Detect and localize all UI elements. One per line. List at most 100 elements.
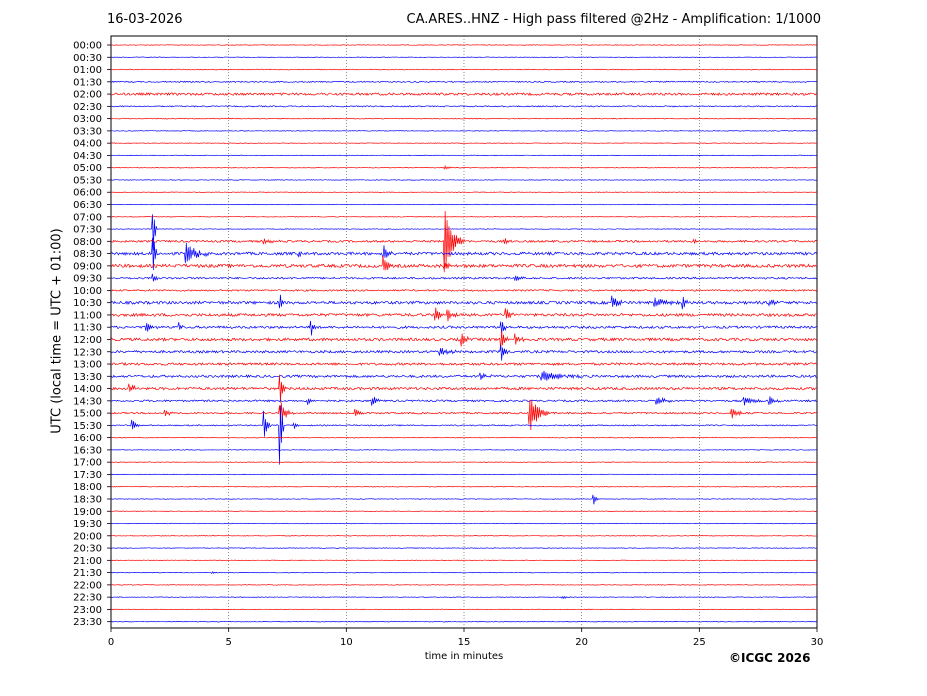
trace-1130 [110,320,818,336]
trace-0200 [110,92,818,96]
trace-1330 [110,370,818,381]
y-tick-label-2100: 21:00 [73,556,102,567]
y-tick-label-1100: 11:00 [73,310,102,321]
y-tick-label-1200: 12:00 [73,335,102,346]
y-axis-label: UTC (local time = UTC + 01:00) [49,228,65,434]
y-tick-label-0930: 09:30 [73,274,102,285]
y-tick-label-2030: 20:30 [73,544,102,555]
trace-0530 [110,179,818,181]
trace-1700 [110,461,818,463]
minute-gridlines [228,36,700,628]
trace-1630 [110,449,818,451]
y-tick-label-0000: 00:00 [73,41,102,52]
y-tick-label-0030: 00:30 [73,53,102,64]
y-tick-label-0800: 08:00 [73,237,102,248]
trace-2300 [110,608,818,611]
plot-frame [110,35,818,629]
trace-0330 [110,130,818,132]
x-tick-label-10: 10 [340,637,353,648]
trace-0400 [110,142,818,144]
y-tick-label-0230: 02:30 [73,102,102,113]
x-tick-label-0: 0 [108,637,114,648]
y-tick-label-0630: 06:30 [73,200,102,211]
trace-0230 [110,105,818,108]
trace-1600 [110,436,818,439]
y-tick-label-1230: 12:30 [73,347,102,358]
y-tick-label-1830: 18:30 [73,494,102,505]
trace-1900 [110,510,818,512]
y-tick-label-0700: 07:00 [73,212,102,223]
plot-date: 16-03-2026 [107,12,183,27]
trace-2100 [110,559,818,562]
trace-2030 [110,547,818,549]
y-tick-label-0100: 01:00 [73,65,102,76]
x-tick-label-30: 30 [811,637,824,648]
y-tick-label-1800: 18:00 [73,482,102,493]
y-tick-label-1330: 13:30 [73,372,102,383]
y-tick-label-1000: 10:00 [73,286,102,297]
y-tick-label-1130: 11:30 [73,323,102,334]
trace-1030 [110,294,818,310]
trace-1530 [110,405,818,465]
y-tick-label-1500: 15:00 [73,409,102,420]
y-tick-label-0330: 03:30 [73,126,102,137]
y-tick-label-1030: 10:30 [73,298,102,309]
trace-0430 [110,154,818,157]
trace-0830 [110,237,818,271]
trace-0500 [110,165,818,170]
y-tick-label-0200: 02:00 [73,90,102,101]
trace-1200 [110,330,818,351]
x-axis-ticks: 0 5 10 15 20 25 30 [108,628,824,648]
trace-0300 [110,117,818,120]
x-tick-label-5: 5 [225,637,231,648]
trace-2230 [110,595,818,600]
trace-0930 [110,273,818,282]
trace-0100 [110,68,818,71]
trace-rows [110,44,818,623]
trace-0730 [110,214,818,251]
trace-1000 [110,289,818,292]
y-tick-label-1900: 19:00 [73,507,102,518]
y-tick-label-2230: 22:30 [73,593,102,604]
y-tick-label-0430: 04:30 [73,151,102,162]
x-axis-label: time in minutes [424,651,504,662]
copyright: ©ICGC 2026 [729,651,811,665]
trace-0030 [110,56,818,58]
y-tick-label-1730: 17:30 [73,470,102,481]
trace-0800 [110,211,818,273]
trace-0700 [110,216,818,218]
y-tick-label-1530: 15:30 [73,421,102,432]
trace-1830 [110,494,818,505]
trace-1500 [110,399,818,431]
trace-2000 [110,535,818,537]
trace-0130 [110,80,818,83]
y-tick-label-0500: 05:00 [73,163,102,174]
trace-1800 [110,486,818,488]
plot-title: CA.ARES..HNZ - High pass filtered @2Hz -… [406,12,821,27]
trace-1100 [110,307,818,322]
trace-2200 [110,584,818,586]
trace-1300 [110,361,818,367]
y-tick-label-0600: 06:00 [73,188,102,199]
trace-1400 [110,374,818,403]
y-tick-label-2300: 23:00 [73,605,102,616]
trace-1930 [110,522,818,525]
y-tick-label-1430: 14:30 [73,396,102,407]
y-tick-label-2130: 21:30 [73,568,102,579]
x-tick-label-15: 15 [458,637,471,648]
trace-0000 [110,44,818,46]
y-tick-label-0730: 07:30 [73,225,102,236]
y-tick-label-1930: 19:30 [73,519,102,530]
y-tick-label-1600: 16:00 [73,433,102,444]
y-tick-label-0400: 04:00 [73,139,102,150]
y-tick-label-0130: 01:30 [73,77,102,88]
y-tick-label-1400: 14:00 [73,384,102,395]
y-tick-label-1300: 13:00 [73,360,102,371]
x-tick-label-20: 20 [575,637,588,648]
trace-0600 [110,191,818,193]
trace-1730 [110,473,818,476]
trace-2130 [110,571,818,575]
y-tick-label-1700: 17:00 [73,458,102,469]
